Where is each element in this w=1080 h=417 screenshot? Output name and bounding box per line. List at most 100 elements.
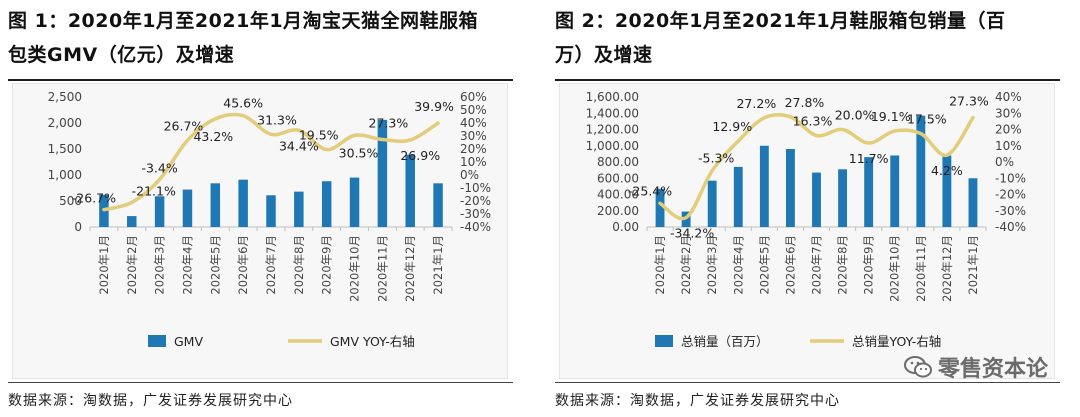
x-axis-tick-label: 2020年7月 <box>264 235 278 295</box>
bar <box>916 115 926 227</box>
chart-title-line1: 图 2：2020年1月至2021年1月鞋服箱包销量（百 <box>555 10 1006 32</box>
data-label: 45.6% <box>223 96 263 111</box>
data-label: 27.8% <box>785 95 825 110</box>
y2-axis-tick-label: 50% <box>460 103 487 117</box>
data-label: 19.5% <box>299 128 339 143</box>
y2-axis-tick-label: -20% <box>995 188 1026 202</box>
bar <box>210 183 221 227</box>
y2-axis-tick-label: -40% <box>460 220 491 234</box>
bar <box>942 155 952 227</box>
data-label: 19.1% <box>871 109 911 124</box>
y-axis-tick-label: 1,000 <box>48 168 82 182</box>
bar <box>838 169 848 227</box>
data-label: 39.9% <box>414 99 454 114</box>
x-axis-tick-label: 2020年8月 <box>836 235 850 295</box>
y2-axis-tick-label: -40% <box>995 220 1026 234</box>
y2-axis-tick-label: -30% <box>995 204 1026 218</box>
y2-axis-tick-label: 30% <box>460 129 487 143</box>
y-axis-tick-label: 2,500 <box>48 90 82 104</box>
y2-axis-tick-label: -10% <box>995 171 1026 185</box>
y-axis-tick-label: 200.00 <box>597 204 639 218</box>
y2-axis-tick-label: 20% <box>460 142 487 156</box>
x-axis-tick-label: 2020年12月 <box>403 235 417 302</box>
y-axis-tick-label: 400.00 <box>597 188 639 202</box>
bar <box>890 155 900 227</box>
y-axis-tick-label: 2,000 <box>48 116 82 130</box>
y-axis-tick-label: 1,200.00 <box>586 123 639 137</box>
y2-axis-tick-label: 0% <box>460 168 479 182</box>
data-label: 17.5% <box>907 112 947 127</box>
y2-axis-tick-label: -30% <box>460 207 491 221</box>
x-axis-tick-label: 2020年7月 <box>810 235 824 295</box>
data-label: 30.5% <box>339 145 379 160</box>
chart-frame <box>559 83 1055 379</box>
legend-label: 总销量YOY-右轴 <box>852 334 941 349</box>
bar <box>349 177 360 227</box>
chart-panel-gmv: 图 1：2020年1月至2021年1月淘宝天猫全网鞋服箱 包类GMV（亿元）及增… <box>8 0 528 417</box>
bar <box>968 178 978 227</box>
bar <box>864 157 874 227</box>
x-axis-tick-label: 2021年1月 <box>966 235 980 295</box>
x-axis-tick-label: 2020年9月 <box>862 235 876 295</box>
data-label: 20.0% <box>835 108 875 123</box>
data-label: -3.4% <box>141 160 177 175</box>
y-axis-tick-label: 800.00 <box>597 155 639 169</box>
chart-title-line2: 包类GMV（亿元）及增速 <box>8 44 235 66</box>
bar <box>377 119 388 227</box>
source-rule <box>555 382 1060 383</box>
bar <box>655 188 665 227</box>
watermark: 零售资本论 <box>903 351 1048 383</box>
legend-label: GMV <box>174 334 203 349</box>
bar <box>707 180 717 227</box>
x-axis-tick-label: 2020年8月 <box>292 235 306 295</box>
y-axis-tick-label: 0.00 <box>612 220 639 234</box>
x-axis-tick-label: 2021年1月 <box>431 235 445 295</box>
y-axis-tick-label: 0 <box>74 220 82 234</box>
legend-label: GMV YOY-右轴 <box>330 334 415 349</box>
y-axis-tick-label: 1,500 <box>48 142 82 156</box>
bar <box>812 172 821 227</box>
data-label: 27.3% <box>949 94 989 109</box>
bar <box>154 196 165 227</box>
y2-axis-tick-label: 10% <box>995 139 1022 153</box>
x-axis-tick-label: 2020年6月 <box>783 235 797 295</box>
data-label: -25.4% <box>628 183 672 198</box>
data-label: 26.9% <box>400 148 440 163</box>
y2-axis-tick-label: 40% <box>995 90 1022 104</box>
chart-title-line2: 万）及增速 <box>555 44 653 66</box>
x-axis-tick-label: 2020年10月 <box>888 235 902 302</box>
bar <box>294 191 304 227</box>
data-label: 16.3% <box>793 114 833 129</box>
x-axis-tick-label: 2020年3月 <box>153 235 167 295</box>
bar <box>238 179 248 227</box>
y-axis-tick-label: 1,400.00 <box>586 106 639 120</box>
bar <box>785 149 795 227</box>
data-label: 31.3% <box>257 112 297 127</box>
x-axis-tick-label: 2020年2月 <box>679 235 693 295</box>
y2-axis-tick-label: 0% <box>995 155 1014 169</box>
data-label: 27.2% <box>736 96 776 111</box>
x-axis-tick-label: 2020年3月 <box>705 235 719 295</box>
x-axis-tick-label: 2020年5月 <box>757 235 771 295</box>
y2-axis-tick-label: -10% <box>460 181 491 195</box>
y-axis-tick-label: 1,600.00 <box>586 90 639 104</box>
watermark-text: 零售资本论 <box>937 357 1048 382</box>
bar <box>733 166 743 227</box>
y2-axis-tick-label: 20% <box>995 123 1022 137</box>
legend-swatch-bar <box>148 335 166 347</box>
bar <box>127 216 137 227</box>
y-axis-tick-label: 600.00 <box>597 171 639 185</box>
bar <box>321 181 332 227</box>
y2-axis-tick-label: 10% <box>460 155 487 169</box>
legend-swatch-bar <box>655 335 673 347</box>
source-note: 数据来源：淘数据，广发证券发展研究中心 <box>8 393 293 409</box>
y2-axis-tick-label: -20% <box>460 194 491 208</box>
bar <box>266 195 276 227</box>
x-axis-tick-label: 2020年4月 <box>731 235 745 295</box>
x-axis-tick-label: 2020年1月 <box>97 235 111 295</box>
title-rule <box>8 79 513 81</box>
data-label: -21.1% <box>132 183 176 198</box>
bar <box>405 154 415 227</box>
data-label: 43.2% <box>193 129 233 144</box>
data-label: -5.3% <box>698 151 734 166</box>
